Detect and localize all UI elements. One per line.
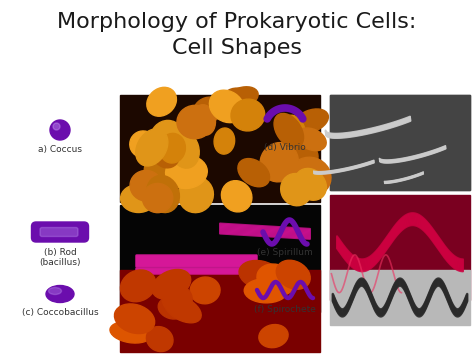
Bar	[330, 95, 470, 190]
Ellipse shape	[221, 181, 252, 212]
Bar	[330, 270, 470, 325]
Ellipse shape	[162, 285, 192, 313]
Text: (e) Spirillum: (e) Spirillum	[257, 248, 313, 257]
Ellipse shape	[120, 270, 156, 302]
Ellipse shape	[145, 160, 173, 189]
Bar	[120, 270, 320, 352]
Ellipse shape	[298, 169, 323, 196]
Ellipse shape	[170, 131, 199, 168]
Ellipse shape	[110, 322, 151, 343]
Ellipse shape	[238, 159, 270, 187]
Ellipse shape	[46, 285, 74, 302]
Ellipse shape	[130, 170, 163, 201]
Ellipse shape	[282, 115, 305, 146]
Ellipse shape	[193, 105, 216, 135]
Ellipse shape	[190, 277, 220, 304]
Text: (f) Spirochete: (f) Spirochete	[254, 305, 316, 314]
Ellipse shape	[295, 168, 327, 200]
Ellipse shape	[48, 288, 62, 295]
Ellipse shape	[260, 143, 298, 182]
Ellipse shape	[194, 97, 223, 122]
Ellipse shape	[244, 279, 287, 303]
Ellipse shape	[281, 174, 312, 206]
Circle shape	[53, 123, 60, 130]
Text: Morphology of Prokaryotic Cells:: Morphology of Prokaryotic Cells:	[57, 12, 417, 32]
Text: (d) Vibrio: (d) Vibrio	[264, 143, 306, 152]
Ellipse shape	[114, 304, 155, 334]
Ellipse shape	[225, 87, 258, 109]
Ellipse shape	[150, 120, 186, 162]
Text: (c) Coccobacillus: (c) Coccobacillus	[22, 308, 98, 317]
Ellipse shape	[210, 90, 244, 122]
Text: Cell Shapes: Cell Shapes	[172, 38, 302, 58]
Ellipse shape	[222, 88, 254, 116]
FancyBboxPatch shape	[31, 222, 89, 242]
Bar	[330, 95, 470, 190]
Ellipse shape	[146, 175, 179, 213]
Ellipse shape	[152, 269, 191, 299]
Ellipse shape	[231, 99, 265, 131]
Text: a) Coccus: a) Coccus	[38, 145, 82, 154]
Ellipse shape	[158, 297, 185, 319]
Ellipse shape	[292, 142, 318, 168]
Bar	[120, 205, 320, 312]
Ellipse shape	[289, 157, 331, 196]
Ellipse shape	[142, 184, 173, 213]
Ellipse shape	[293, 109, 328, 133]
Ellipse shape	[144, 152, 180, 188]
Ellipse shape	[257, 264, 295, 295]
Ellipse shape	[177, 105, 213, 139]
Ellipse shape	[276, 260, 310, 289]
Ellipse shape	[146, 327, 173, 351]
Ellipse shape	[239, 261, 282, 289]
Ellipse shape	[164, 295, 201, 323]
Ellipse shape	[159, 133, 185, 163]
Ellipse shape	[136, 129, 168, 166]
Bar	[330, 195, 470, 300]
Ellipse shape	[153, 141, 179, 168]
Ellipse shape	[274, 113, 303, 148]
Circle shape	[50, 120, 70, 140]
Ellipse shape	[147, 87, 176, 116]
Ellipse shape	[120, 185, 156, 213]
Ellipse shape	[214, 128, 235, 154]
Ellipse shape	[297, 128, 326, 151]
Ellipse shape	[130, 131, 156, 158]
Bar	[120, 95, 320, 202]
Ellipse shape	[178, 177, 213, 213]
Text: (b) Rod
(bacillus): (b) Rod (bacillus)	[39, 248, 81, 267]
Ellipse shape	[165, 156, 207, 189]
Ellipse shape	[259, 324, 288, 348]
FancyBboxPatch shape	[40, 228, 78, 236]
